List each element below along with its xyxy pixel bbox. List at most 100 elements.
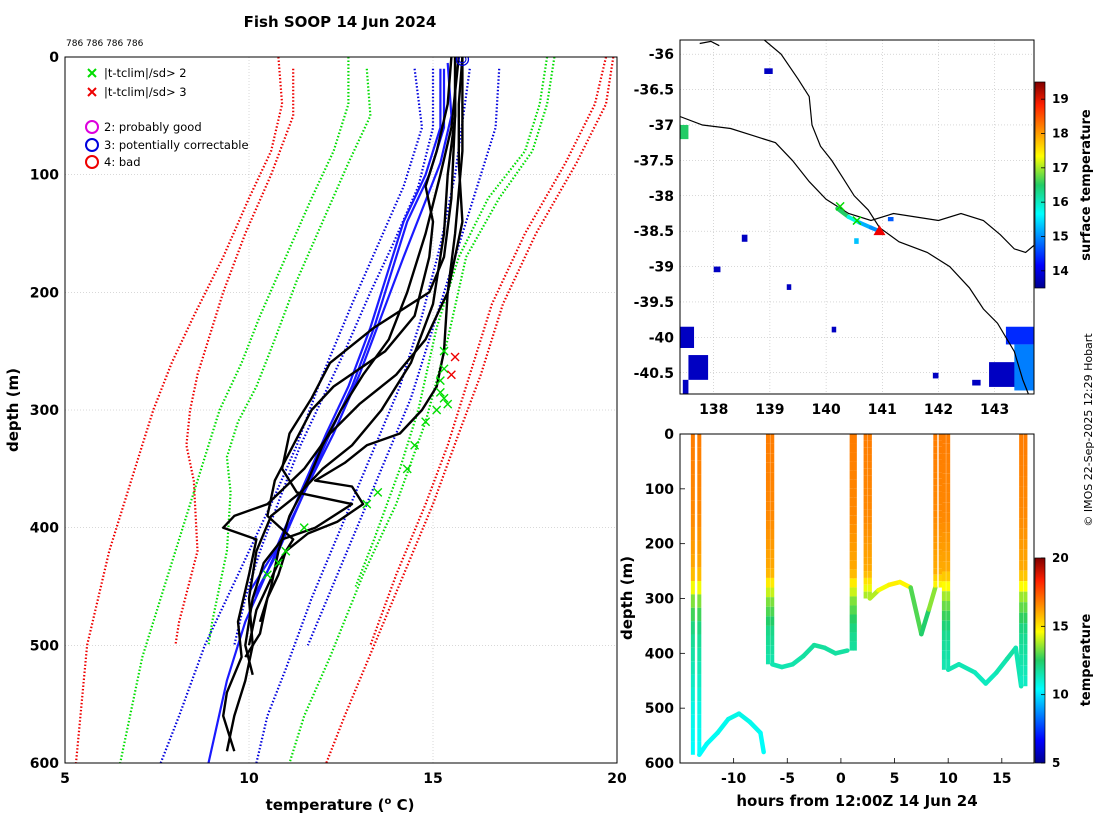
profile-xtick-label: 15	[423, 771, 442, 787]
climatology-series-line	[325, 57, 615, 763]
section-xtick-label: 10	[938, 771, 958, 787]
map-ytick-label: -39.5	[634, 295, 674, 311]
qc-cross-marker	[362, 499, 372, 509]
map-ytick-label: -38.5	[634, 224, 674, 240]
section-ticks: -10 -5 0 5 10 15 0 100 200 300 400 500 600	[645, 427, 1012, 787]
legend-bad: 4: bad	[85, 155, 141, 169]
qc-cross-marker	[435, 376, 445, 386]
tow-segment	[790, 653, 806, 667]
track-flag-marker	[852, 216, 862, 226]
sst-patch	[682, 379, 689, 394]
qc-cross-marker	[446, 370, 456, 380]
climatology-series-line	[119, 57, 350, 763]
qc-cross-marker	[273, 558, 283, 568]
qc-cross-marker	[281, 546, 291, 556]
sst-patch	[932, 372, 939, 379]
map-colorbar-ticks: 14 15 16 17 18 19	[1041, 92, 1069, 278]
temperature-profile-line	[244, 57, 464, 658]
section-data	[690, 434, 1028, 758]
temperature-profile-line	[244, 57, 457, 676]
map-colorbar-tick-label: 16	[1052, 195, 1069, 209]
section-xtick-label: -10	[721, 771, 747, 787]
qc-cross-marker	[439, 393, 449, 403]
map-xtick-label: 138	[699, 402, 728, 418]
section-ytick-label: 600	[645, 756, 674, 772]
profile-ytick-label: 600	[30, 756, 59, 772]
track-flag-marker	[835, 201, 845, 211]
legend-correctable-icon	[85, 138, 99, 152]
tow-segment	[747, 719, 763, 736]
sst-patch	[680, 124, 689, 140]
climatology-series-line	[233, 68, 435, 646]
tow-segment	[715, 716, 731, 736]
map-xtick-label: 141	[868, 402, 897, 418]
qc-cross-marker	[373, 487, 383, 497]
section-xlabel: hours from 12:00Z 14 Jun 24	[736, 792, 977, 810]
qc-cross-marker	[432, 405, 442, 415]
credit-text: © IMOS 22-Sep-2025 12:29 Hobart	[1082, 333, 1095, 527]
map-xtick-label: 139	[755, 402, 784, 418]
map-ytick-label: -39	[649, 260, 674, 276]
section-ytick-label: 100	[645, 482, 674, 498]
sst-patch	[688, 355, 709, 380]
figure-title: Fish SOOP 14 Jun 2024	[244, 13, 437, 31]
climatology-envelopes	[74, 57, 615, 763]
qc-cross-marker	[439, 364, 449, 374]
tow-segment	[736, 711, 752, 725]
qc-cross-marker	[410, 440, 420, 450]
profile-ytick-label: 200	[30, 285, 59, 301]
section-xtick-label: 0	[836, 771, 846, 787]
map-ytick-label: -36	[649, 47, 674, 63]
map-colorbar-tick-label: 18	[1052, 127, 1069, 141]
coastline	[763, 40, 1029, 394]
tow-segment	[994, 656, 1010, 675]
legend-probably-good: 2: probably good	[85, 120, 202, 134]
ship-track	[835, 201, 886, 236]
section-colorbar-tick-label: 10	[1052, 688, 1069, 702]
ship-track-segment	[835, 206, 851, 219]
map-ytick-label: -40	[649, 330, 675, 346]
profile-axes-box	[64, 56, 618, 764]
profile-id-label: 786 786 786 786	[66, 39, 144, 49]
qc-circle-marker	[455, 57, 470, 67]
section-colorbar	[1034, 557, 1046, 764]
legend-bad-icon	[85, 155, 99, 169]
climatology-series-line	[174, 68, 295, 646]
climatology-series-line	[369, 57, 608, 646]
legend-correctable: 3: potentially correctable	[85, 138, 249, 152]
climatology-series-line	[288, 57, 556, 763]
sst-patches	[680, 68, 1034, 394]
temperature-profile-line	[258, 57, 460, 623]
tow-segment	[972, 670, 988, 686]
tow-segment	[956, 662, 978, 675]
profile-xtick-label: 10	[239, 771, 259, 787]
map-ytick-label: -37	[649, 118, 674, 134]
profile-xtick-label: 20	[607, 771, 627, 787]
map-colorbar-label: surface temperature	[1079, 109, 1094, 261]
temperature-profile-line	[247, 57, 453, 646]
temperature-profile-line	[222, 57, 464, 752]
sst-patch	[713, 266, 721, 273]
sst-patch	[972, 379, 981, 386]
qc-cross-marker	[450, 352, 460, 362]
temperature-profile-line	[225, 57, 457, 752]
sst-patch	[887, 217, 894, 222]
qc-cross-marker	[402, 464, 412, 474]
sst-patch	[831, 326, 837, 333]
section-xtick-label: 15	[992, 771, 1011, 787]
tow-segment	[704, 730, 720, 747]
map-axes-box	[679, 39, 1035, 395]
profile-ytick-label: 300	[30, 403, 59, 419]
tow-segment	[801, 642, 817, 659]
coastlines	[680, 40, 1034, 394]
sst-patch	[741, 234, 748, 242]
sst-patch	[764, 68, 773, 74]
qc-cross-marker	[299, 523, 309, 533]
section-ytick-label: 300	[645, 592, 674, 608]
qc-cross-marker	[262, 570, 272, 580]
map-colorbar-tick-label: 14	[1052, 264, 1069, 278]
map-ytick-label: -40.5	[634, 366, 674, 382]
